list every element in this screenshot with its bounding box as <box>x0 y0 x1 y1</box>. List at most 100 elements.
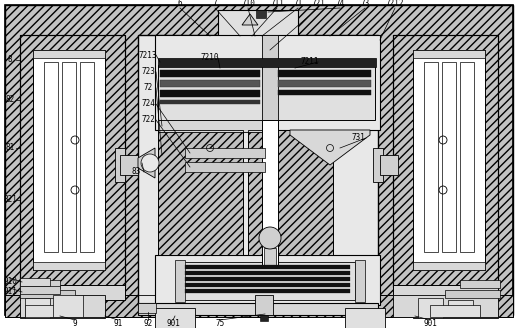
Bar <box>185 289 350 293</box>
Text: 6: 6 <box>178 0 182 9</box>
Bar <box>155 255 380 305</box>
Bar <box>20 286 60 294</box>
Text: 82: 82 <box>5 95 15 105</box>
Bar <box>62 62 76 252</box>
Bar <box>430 305 480 317</box>
Bar <box>20 295 105 317</box>
Bar <box>160 100 260 104</box>
Text: 72: 72 <box>143 84 153 92</box>
Bar <box>80 62 94 252</box>
Bar <box>393 285 498 300</box>
Bar <box>20 285 125 300</box>
Bar <box>158 65 263 120</box>
Bar <box>413 50 485 58</box>
Bar <box>413 310 498 318</box>
Bar <box>44 62 58 252</box>
Bar <box>158 130 243 255</box>
Text: 731: 731 <box>351 133 365 142</box>
Bar <box>256 10 266 18</box>
Bar <box>185 265 350 269</box>
Bar <box>180 262 355 300</box>
Bar <box>120 155 138 175</box>
Bar <box>275 65 375 120</box>
Bar <box>255 295 273 315</box>
Bar <box>355 260 365 302</box>
Bar <box>218 10 298 40</box>
Text: 910: 910 <box>3 277 17 286</box>
Bar <box>20 278 50 286</box>
Bar <box>460 62 474 252</box>
Bar <box>160 70 260 77</box>
Bar <box>413 262 485 270</box>
Bar <box>430 298 470 312</box>
Bar <box>33 50 105 270</box>
Bar <box>160 90 260 97</box>
Text: 83: 83 <box>132 168 140 176</box>
Bar <box>185 283 350 287</box>
Bar <box>185 271 350 275</box>
Bar <box>20 35 125 287</box>
Bar <box>264 248 276 266</box>
Bar <box>158 130 243 255</box>
Text: 71: 71 <box>293 0 303 9</box>
Bar <box>413 50 485 270</box>
Bar <box>158 58 376 67</box>
Bar <box>248 130 333 255</box>
Text: 711: 711 <box>270 0 284 9</box>
Bar <box>424 62 438 252</box>
Bar <box>185 148 265 158</box>
Bar <box>160 80 260 87</box>
Bar <box>262 120 278 265</box>
Bar <box>418 298 443 318</box>
Bar <box>5 295 513 317</box>
Bar <box>55 300 80 312</box>
Bar <box>53 295 83 317</box>
Polygon shape <box>242 14 258 25</box>
Bar <box>445 290 500 298</box>
Text: 92: 92 <box>143 319 153 328</box>
Text: 821: 821 <box>3 195 17 204</box>
Text: 7: 7 <box>213 0 218 9</box>
Text: 91: 91 <box>113 319 123 328</box>
Bar <box>33 262 105 270</box>
Bar <box>262 35 278 130</box>
Bar <box>20 290 75 298</box>
Bar <box>155 35 380 130</box>
Bar <box>393 295 498 317</box>
Bar <box>30 298 70 312</box>
Bar <box>442 62 456 252</box>
Text: 724: 724 <box>141 99 155 109</box>
Polygon shape <box>138 148 155 178</box>
Bar <box>393 35 498 287</box>
Bar <box>20 35 125 287</box>
Text: 901: 901 <box>166 319 180 328</box>
Bar <box>20 310 105 318</box>
Text: 8: 8 <box>8 55 12 65</box>
Bar <box>248 130 333 255</box>
Bar <box>158 120 273 132</box>
Bar <box>138 35 378 305</box>
Bar <box>155 308 195 328</box>
Bar <box>185 162 265 172</box>
Bar <box>278 80 371 87</box>
Bar <box>175 260 185 302</box>
Bar <box>373 148 383 182</box>
Bar <box>5 295 513 317</box>
Bar <box>138 303 378 315</box>
Bar <box>138 303 156 313</box>
Bar <box>25 298 50 318</box>
Text: 710: 710 <box>241 0 255 9</box>
Text: 73: 73 <box>361 0 370 9</box>
Text: 7211: 7211 <box>301 57 319 67</box>
Text: 9: 9 <box>73 319 77 328</box>
Bar <box>185 277 350 281</box>
Text: 7210: 7210 <box>201 53 219 63</box>
Text: 911: 911 <box>3 288 17 297</box>
Text: 75: 75 <box>215 319 225 328</box>
Bar <box>448 300 473 312</box>
Bar <box>20 280 60 288</box>
Bar <box>393 35 498 287</box>
Bar <box>278 70 371 77</box>
Text: 721: 721 <box>311 0 325 9</box>
Text: 81: 81 <box>5 144 15 153</box>
